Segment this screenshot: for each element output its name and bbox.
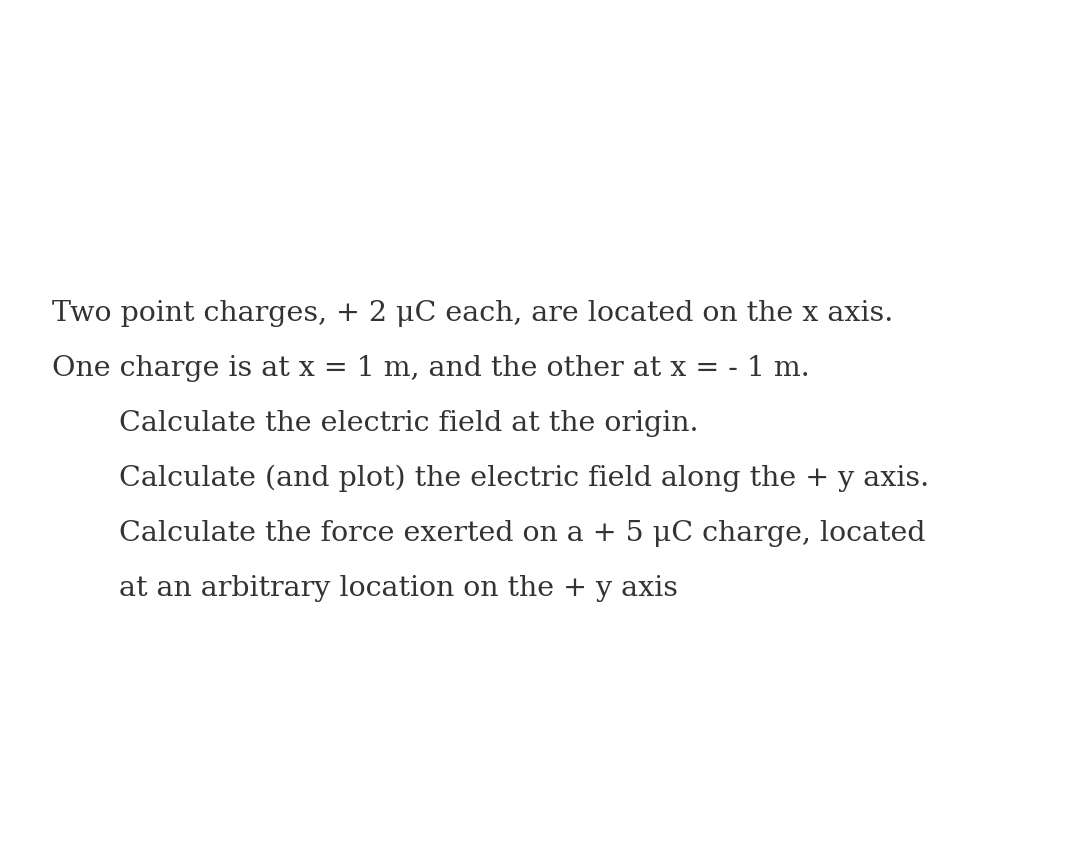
Text: Calculate the electric field at the origin.: Calculate the electric field at the orig… bbox=[119, 410, 699, 437]
Text: Two point charges, + 2 μC each, are located on the x axis.: Two point charges, + 2 μC each, are loca… bbox=[52, 300, 893, 327]
Text: Calculate the force exerted on a + 5 μC charge, located: Calculate the force exerted on a + 5 μC … bbox=[119, 520, 926, 547]
Text: Calculate (and plot) the electric field along the + y axis.: Calculate (and plot) the electric field … bbox=[119, 465, 929, 492]
Text: at an arbitrary location on the + y axis: at an arbitrary location on the + y axis bbox=[119, 575, 678, 602]
Text: One charge is at x = 1 m, and the other at x = - 1 m.: One charge is at x = 1 m, and the other … bbox=[52, 355, 810, 382]
